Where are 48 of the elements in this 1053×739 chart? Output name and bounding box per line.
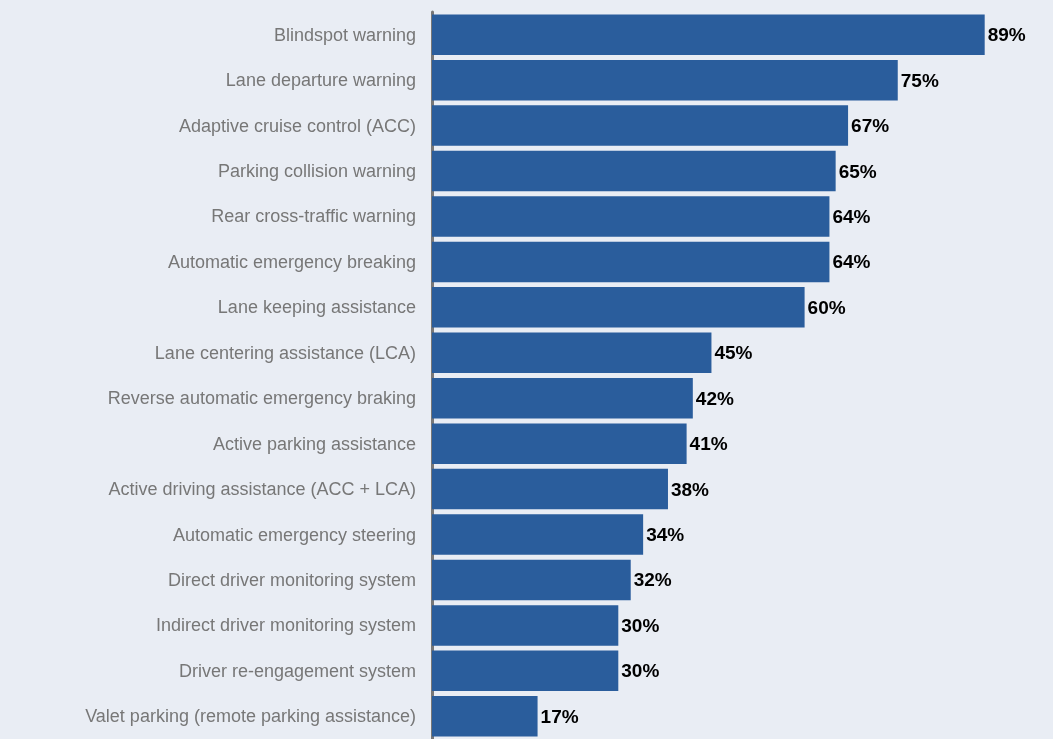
data-label: 38% <box>670 478 710 500</box>
y-tick-label: Indirect driver monitoring system <box>155 615 416 636</box>
y-tick-label: Active driving assistance (ACC + LCA) <box>108 479 416 500</box>
bar <box>432 559 631 601</box>
bar <box>432 59 898 101</box>
y-tick-label: Blindspot warning <box>273 24 416 45</box>
y-tick-label: Lane departure warning <box>225 70 416 91</box>
bar <box>432 696 538 737</box>
bar <box>432 287 805 328</box>
data-label: 75% <box>900 69 939 91</box>
bar <box>432 468 668 510</box>
y-tick-label: Valet parking (remote parking assistance) <box>85 706 416 727</box>
y-tick-label: Automatic emergency breaking <box>167 251 416 272</box>
y-tick-label: Lane keeping assistance <box>217 297 416 318</box>
bar <box>432 650 619 692</box>
y-tick-label: Parking collision warning <box>217 161 416 182</box>
data-label: 65% <box>838 160 877 182</box>
data-label: 60% <box>807 296 846 318</box>
y-tick-label: Adaptive cruise control (ACC) <box>178 115 416 136</box>
y-tick-label: Automatic emergency steering <box>172 524 416 545</box>
data-label: 41% <box>689 433 728 455</box>
y-tick-label: Active parking assistance <box>212 433 416 454</box>
data-label: 42% <box>695 387 734 409</box>
bar <box>432 423 687 464</box>
data-label: 17% <box>540 705 579 727</box>
data-label: 67% <box>851 115 890 137</box>
y-tick-label: Reverse automatic emergency braking <box>107 388 416 409</box>
y-tick-label: Direct driver monitoring system <box>167 569 416 590</box>
bar <box>432 14 985 55</box>
bar <box>432 105 849 146</box>
bar <box>432 332 712 373</box>
data-label: 34% <box>646 524 685 546</box>
bar <box>432 150 836 192</box>
y-tick-label: Rear cross-traffic warning <box>211 206 416 227</box>
bar <box>432 605 619 646</box>
data-label: 32% <box>633 569 672 591</box>
bar <box>432 196 830 237</box>
data-label: 89% <box>987 24 1026 46</box>
data-label: 45% <box>714 342 753 364</box>
bar <box>432 241 830 283</box>
data-label: 30% <box>621 660 660 682</box>
y-tick-label: Lane centering assistance (LCA) <box>154 342 416 363</box>
bar <box>432 514 644 555</box>
bar <box>432 378 693 419</box>
data-label: 64% <box>832 251 871 273</box>
data-label: 64% <box>832 205 871 227</box>
data-label: 30% <box>621 614 660 636</box>
y-tick-label: Driver re-engagement system <box>178 660 416 681</box>
